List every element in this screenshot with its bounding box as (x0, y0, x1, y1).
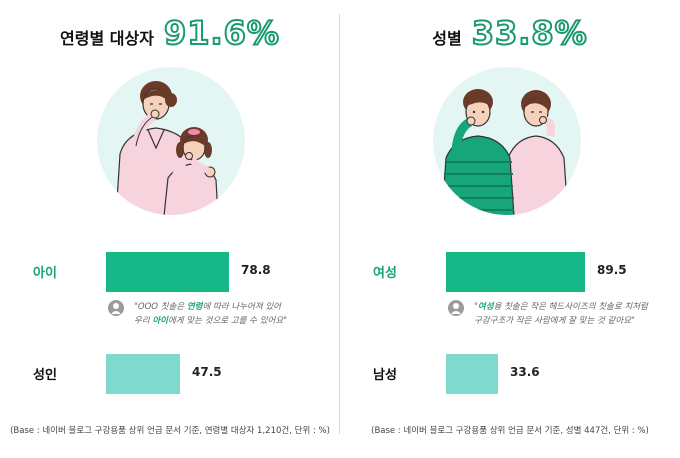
gender-bar-value-female: 89.5 (597, 263, 627, 277)
couple-toothbrush-illustration (433, 67, 581, 215)
age-quote-line2: 우리 (134, 316, 153, 326)
age-panel: 연령별 대상자 91.6% (0, 13, 340, 436)
age-quote-pre: "OOO 칫솔은 (134, 302, 187, 312)
age-title: 연령별 대상자 (60, 29, 154, 48)
age-base-note: (Base : 네이버 블로그 구강용품 상위 언급 문서 기준, 연령별 대상… (10, 426, 330, 436)
user-avatar-icon (448, 300, 464, 316)
gender-bar-value-male: 33.6 (510, 365, 540, 379)
gender-title-value: 33.8% (471, 13, 588, 53)
gender-title-row: 성별 33.8% (340, 13, 680, 53)
age-quote-mid: 에 따라 나누어져 있어 (202, 302, 282, 312)
age-bar-child (106, 252, 229, 292)
gender-bar-female (446, 252, 585, 292)
age-quote-post: 에게 맞는 것으로 고를 수 있어요" (167, 316, 288, 326)
age-bar-label-child: 아이 (33, 266, 57, 281)
panel-divider (339, 14, 340, 434)
age-title-value: 91.6% (163, 13, 280, 53)
age-bar-row-adult: 성인 47.5 (0, 354, 340, 394)
age-bar-value-child: 78.8 (241, 263, 271, 277)
gender-quote-pre: " (474, 302, 478, 312)
gender-title: 성별 (432, 29, 462, 48)
user-avatar-icon (108, 300, 124, 316)
age-bar-label-adult: 성인 (33, 368, 57, 383)
gender-bar-label-female: 여성 (373, 266, 397, 281)
age-quote-highlight-1: 연령 (186, 302, 203, 312)
gender-bar-label-male: 남성 (373, 368, 397, 383)
age-quote-text: "OOO 칫솔은 연령에 따라 나누어져 있어 우리 아이에게 맞는 것으로 고… (134, 300, 344, 328)
mother-child-toothbrush-illustration (97, 67, 245, 215)
age-bar-adult (106, 354, 180, 394)
age-title-row: 연령별 대상자 91.6% (0, 13, 340, 53)
gender-quote-mid: 용 칫솔은 작은 헤드사이즈의 칫솔로 치처럼 (493, 302, 648, 312)
gender-quote-line2: 구강구조가 작은 사람에게 잘 맞는 것 같아요" (474, 316, 635, 326)
gender-quote-text: "여성용 칫솔은 작은 헤드사이즈의 칫솔로 치처럼 구강구조가 작은 사람에게… (474, 300, 680, 328)
age-bar-value-adult: 47.5 (192, 365, 222, 379)
age-quote-highlight-2: 아이 (152, 316, 168, 326)
gender-bar-row-female: 여성 89.5 (340, 252, 680, 292)
gender-bar-row-male: 남성 33.6 (340, 354, 680, 394)
gender-base-note: (Base : 네이버 블로그 구강용품 상위 언급 문서 기준, 성별 447… (371, 426, 649, 436)
gender-bar-male (446, 354, 498, 394)
gender-quote-highlight-1: 여성 (477, 302, 494, 312)
gender-panel: 성별 33.8% (340, 0, 680, 458)
age-bar-row-child: 아이 78.8 (0, 252, 340, 292)
